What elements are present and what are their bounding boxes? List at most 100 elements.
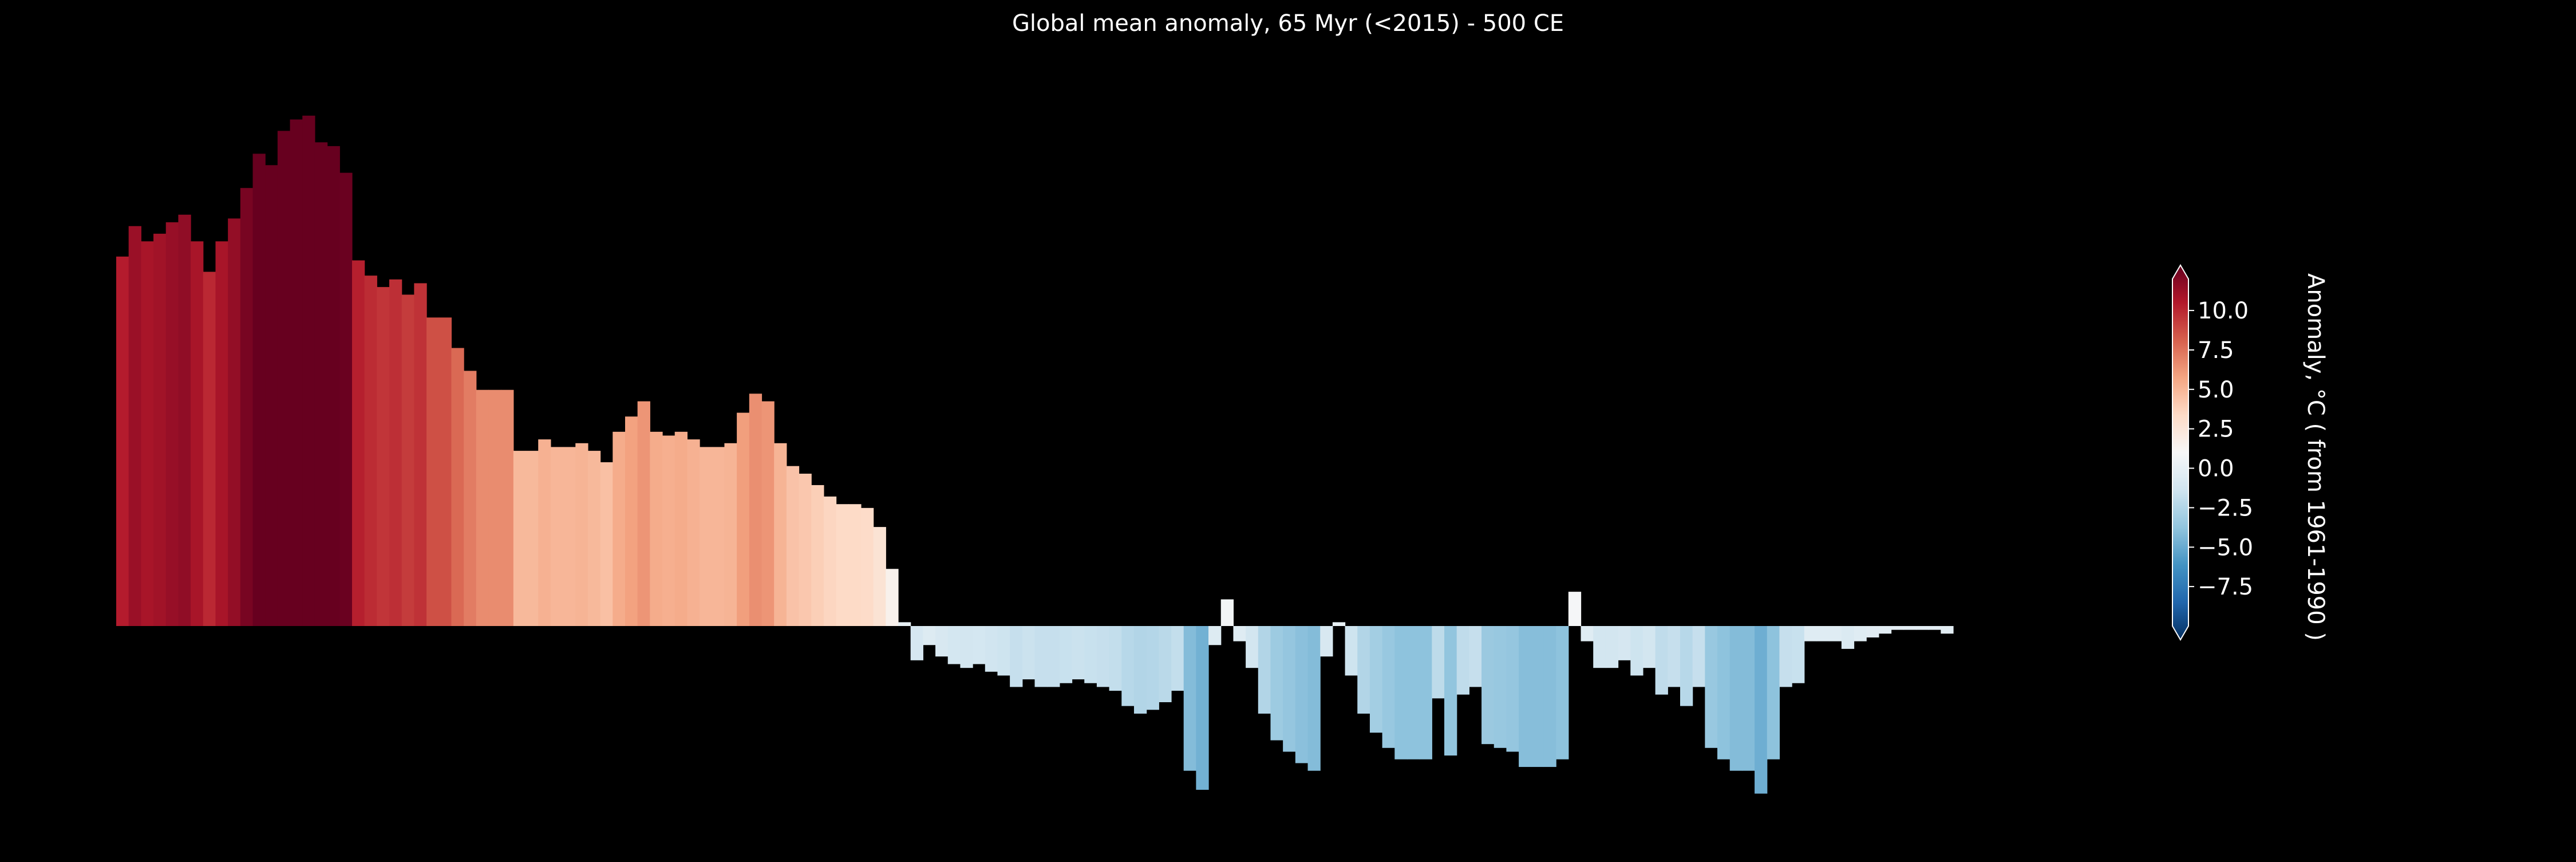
bar <box>240 188 254 626</box>
bar <box>1072 626 1085 680</box>
bar <box>377 287 390 626</box>
bar <box>513 451 527 626</box>
bar <box>1717 626 1730 759</box>
bar <box>749 393 762 626</box>
bar <box>1519 626 1532 767</box>
bar <box>1295 626 1309 763</box>
bar <box>563 447 576 626</box>
bar <box>997 626 1010 676</box>
bar <box>712 447 725 626</box>
bar <box>625 416 638 626</box>
colorbar-tick-label: 0.0 <box>2198 456 2234 482</box>
bar <box>339 172 353 626</box>
bar <box>1196 626 1209 790</box>
bar <box>1854 626 1867 641</box>
bar <box>1928 626 1941 630</box>
colorbar-tick-label: 10.0 <box>2198 298 2249 324</box>
bar <box>1767 626 1780 759</box>
bar <box>116 256 129 626</box>
bar <box>1605 626 1619 668</box>
bar <box>314 142 328 626</box>
bar <box>1171 626 1184 691</box>
bar <box>1456 626 1469 695</box>
bar <box>1406 626 1420 759</box>
bar <box>1034 626 1048 687</box>
bar <box>488 389 501 626</box>
bar <box>1084 626 1097 683</box>
bar <box>153 234 167 626</box>
bar <box>1705 626 1718 748</box>
chart-title: Global mean anomaly, 65 Myr (<2015) - 50… <box>1012 10 1564 37</box>
bar <box>1915 626 1929 630</box>
bar <box>178 214 191 626</box>
bars-group <box>116 115 1954 794</box>
bar <box>1630 626 1643 676</box>
bar <box>1357 626 1370 714</box>
bar <box>265 165 278 627</box>
bar <box>935 626 949 657</box>
bar <box>1593 626 1606 668</box>
bar <box>302 115 315 626</box>
bar <box>141 241 154 627</box>
bar <box>526 451 539 626</box>
colorbar-tick-label: −2.5 <box>2198 495 2253 521</box>
bar <box>1829 626 1842 641</box>
bar <box>1109 626 1122 691</box>
bar <box>1258 626 1271 714</box>
bar <box>1481 626 1495 745</box>
bar <box>973 626 986 664</box>
bar <box>1419 626 1432 759</box>
bar <box>1444 626 1457 756</box>
bar <box>215 241 228 627</box>
bar <box>1369 626 1383 733</box>
bar <box>1233 626 1246 641</box>
bar <box>947 626 961 664</box>
bar <box>1283 626 1296 752</box>
bar <box>811 485 824 626</box>
bar <box>1494 626 1507 748</box>
colorbar-tick-label: −7.5 <box>2198 574 2253 600</box>
bar <box>1096 626 1110 687</box>
bar <box>538 439 551 626</box>
bar <box>364 275 377 626</box>
colorbar-tick-label: 2.5 <box>2198 416 2234 443</box>
bar <box>1047 626 1060 687</box>
bar <box>464 371 477 626</box>
bar <box>848 504 862 626</box>
bar <box>1680 626 1693 706</box>
bar <box>426 317 440 626</box>
bar <box>191 241 204 627</box>
bar <box>1382 626 1395 748</box>
bar <box>1642 626 1656 668</box>
bar <box>501 389 514 626</box>
bar <box>587 451 601 626</box>
bar <box>898 622 911 626</box>
bar <box>786 466 800 626</box>
bar <box>1618 626 1631 660</box>
bar <box>1159 626 1172 702</box>
bar <box>277 131 291 626</box>
bar <box>351 260 365 627</box>
bar <box>290 119 303 627</box>
bar <box>1543 626 1556 767</box>
bar <box>1866 626 1879 637</box>
bar <box>1804 626 1818 641</box>
bar <box>1668 626 1681 687</box>
colorbar-gradient <box>2172 264 2189 641</box>
bar <box>799 474 812 626</box>
bar <box>165 222 179 627</box>
bar <box>203 271 216 626</box>
bar <box>1432 626 1445 699</box>
bar <box>886 569 899 626</box>
bar <box>662 435 675 626</box>
bar <box>252 153 266 626</box>
bar <box>1133 626 1147 714</box>
bar <box>575 443 588 626</box>
bar <box>1320 626 1333 657</box>
bar <box>1692 626 1705 687</box>
bar <box>438 317 452 626</box>
bar <box>650 431 663 626</box>
bar <box>1742 626 1755 771</box>
bar <box>1891 626 1904 630</box>
